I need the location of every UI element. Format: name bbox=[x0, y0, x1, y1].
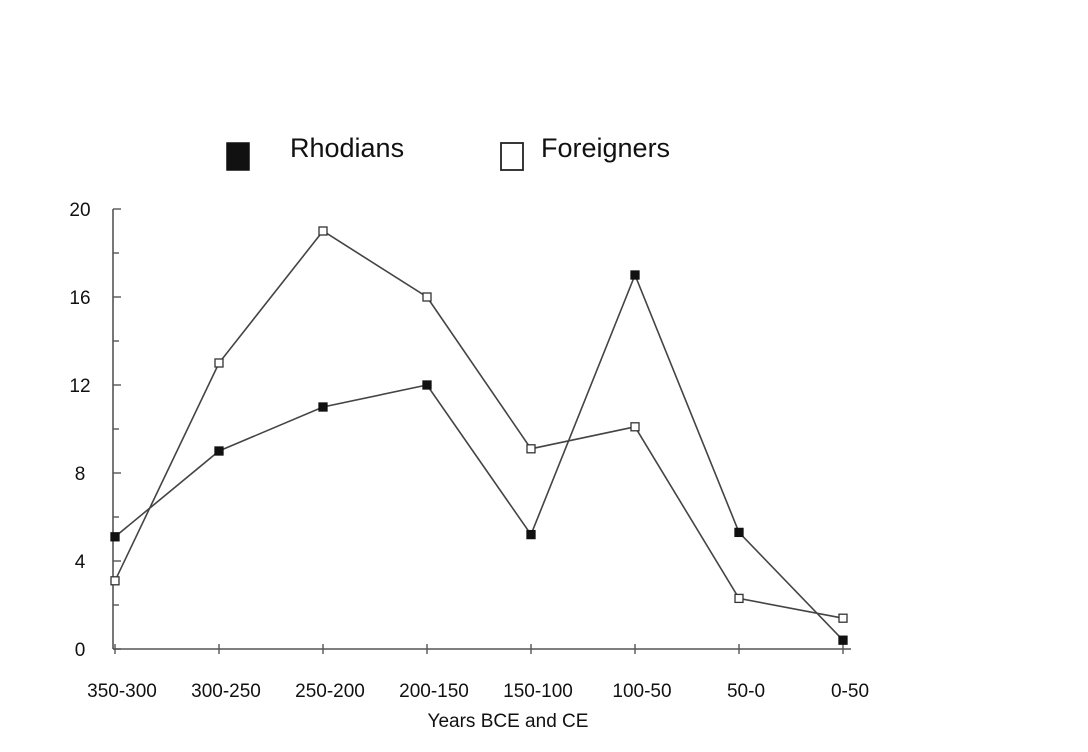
data-point-foreigners bbox=[838, 613, 848, 623]
x-axis-title: Years BCE and CE bbox=[428, 711, 589, 732]
y-tick-label: 4 bbox=[75, 552, 86, 573]
data-point-rhodians bbox=[734, 527, 744, 538]
x-tick-label: 0-50 bbox=[831, 681, 869, 702]
x-tick-label: 200-150 bbox=[399, 681, 469, 702]
legend-marker-foreigners bbox=[500, 142, 524, 171]
series-line-foreigners bbox=[114, 229, 844, 619]
y-tick-label: 16 bbox=[69, 288, 90, 309]
x-axis-tick-labels: 350-300 300-250 250-200 200-150 150-100 100-5… bbox=[87, 681, 869, 702]
data-point-rhodians bbox=[422, 380, 432, 390]
legend-marker-rhodians bbox=[226, 142, 250, 171]
legend: Rhodians Foreigners bbox=[226, 133, 670, 171]
x-tick-label: 250-200 bbox=[295, 681, 365, 702]
series-line-rhodians bbox=[114, 272, 844, 641]
data-point-rhodians bbox=[630, 270, 640, 280]
x-tick-label: 350-300 bbox=[87, 681, 157, 702]
data-point-rhodians bbox=[110, 532, 120, 542]
data-point-foreigners bbox=[422, 292, 432, 302]
legend-label-foreigners: Foreigners bbox=[541, 133, 670, 163]
y-tick-label: 0 bbox=[75, 640, 86, 661]
legend-label-rhodians: Rhodians bbox=[290, 133, 404, 163]
x-tick-label: 150-100 bbox=[503, 681, 573, 702]
y-axis-tick-labels: 0 4 8 12 16 20 bbox=[69, 200, 90, 661]
x-tick-label: 50-0 bbox=[727, 681, 765, 702]
series-markers bbox=[110, 226, 848, 645]
data-point-rhodians bbox=[838, 635, 848, 645]
data-point-foreigners bbox=[318, 226, 328, 236]
series-lines bbox=[114, 229, 844, 641]
x-tick-label: 100-50 bbox=[612, 681, 671, 702]
data-point-foreigners bbox=[214, 358, 224, 368]
data-point-rhodians bbox=[318, 402, 328, 412]
y-tick-label: 20 bbox=[69, 200, 90, 221]
data-point-foreigners bbox=[630, 422, 640, 432]
x-tick-label: 300-250 bbox=[191, 681, 261, 702]
y-tick-label: 12 bbox=[69, 376, 90, 397]
data-point-foreigners bbox=[526, 444, 536, 454]
data-point-foreigners bbox=[734, 593, 744, 604]
data-point-rhodians bbox=[214, 446, 224, 456]
data-point-foreigners bbox=[110, 576, 120, 586]
data-point-rhodians bbox=[526, 529, 536, 540]
y-tick-label: 8 bbox=[75, 464, 86, 485]
axes bbox=[112, 208, 851, 654]
